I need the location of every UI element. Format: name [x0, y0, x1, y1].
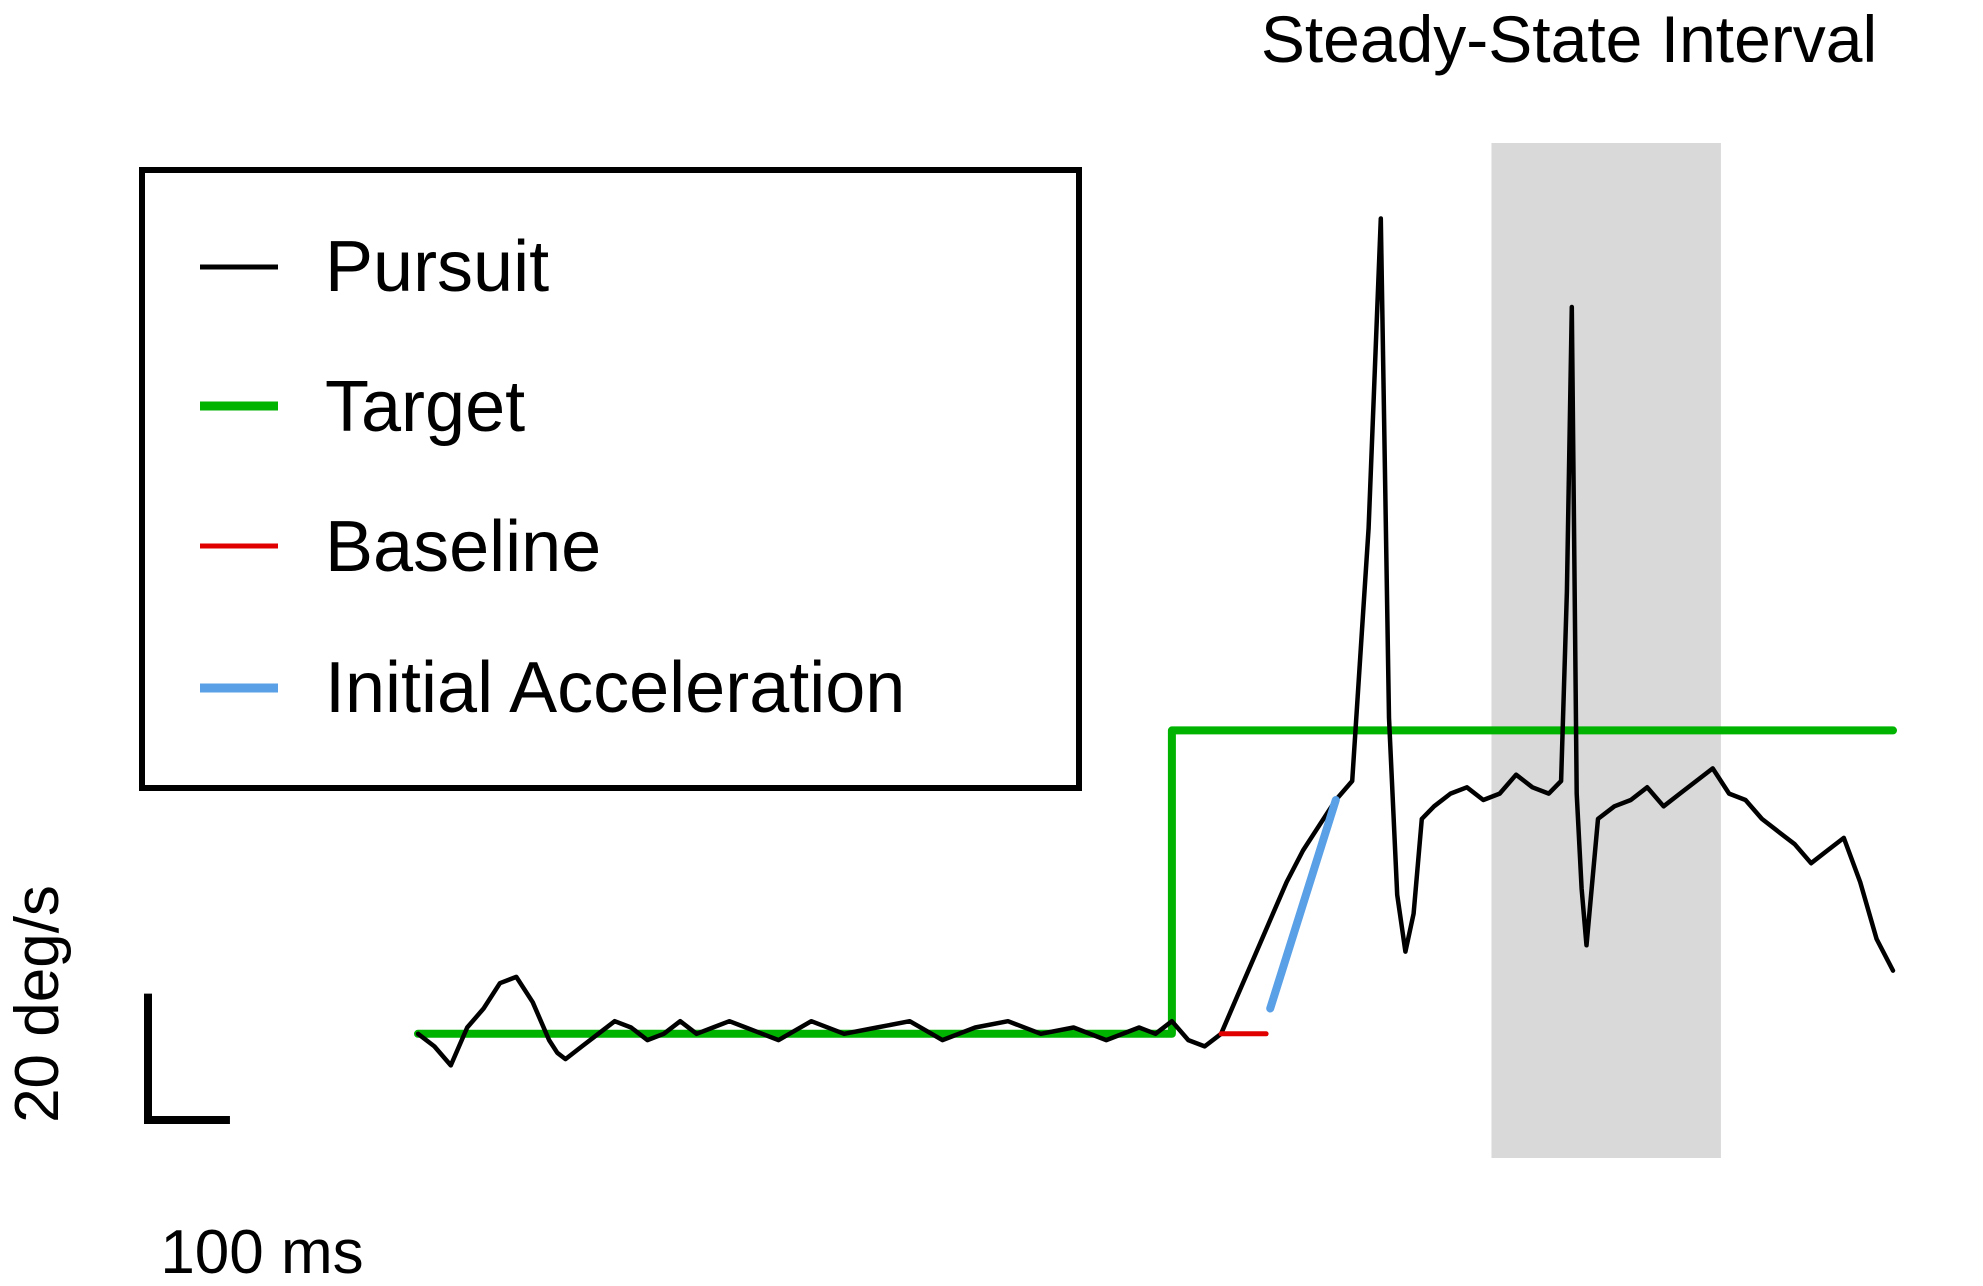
series-line-initial-acceleration: [1266, 796, 1340, 1013]
legend-label-pursuit: Pursuit: [325, 227, 549, 307]
steady-state-interval-label: Steady-State Interval: [1261, 2, 1877, 76]
scale-bar: 20 deg/s 100 ms: [3, 885, 364, 1286]
series-line-target: [414, 726, 1897, 1038]
series-layer: [414, 216, 1897, 1068]
legend-label-initial-acceleration: Initial Acceleration: [325, 648, 905, 728]
series-line-pursuit: [415, 216, 1896, 1068]
scale-bar-x-label: 100 ms: [160, 1218, 363, 1286]
legend-frame: [139, 167, 1082, 791]
steady-state-shaded-band: [1491, 143, 1721, 1158]
scale-bar-y-label: 20 deg/s: [3, 885, 72, 1123]
legend-label-target: Target: [325, 367, 525, 447]
legend-label-baseline: Baseline: [325, 507, 601, 587]
legend: Pursuit Target Baseline Initial Accelera…: [139, 167, 1082, 791]
